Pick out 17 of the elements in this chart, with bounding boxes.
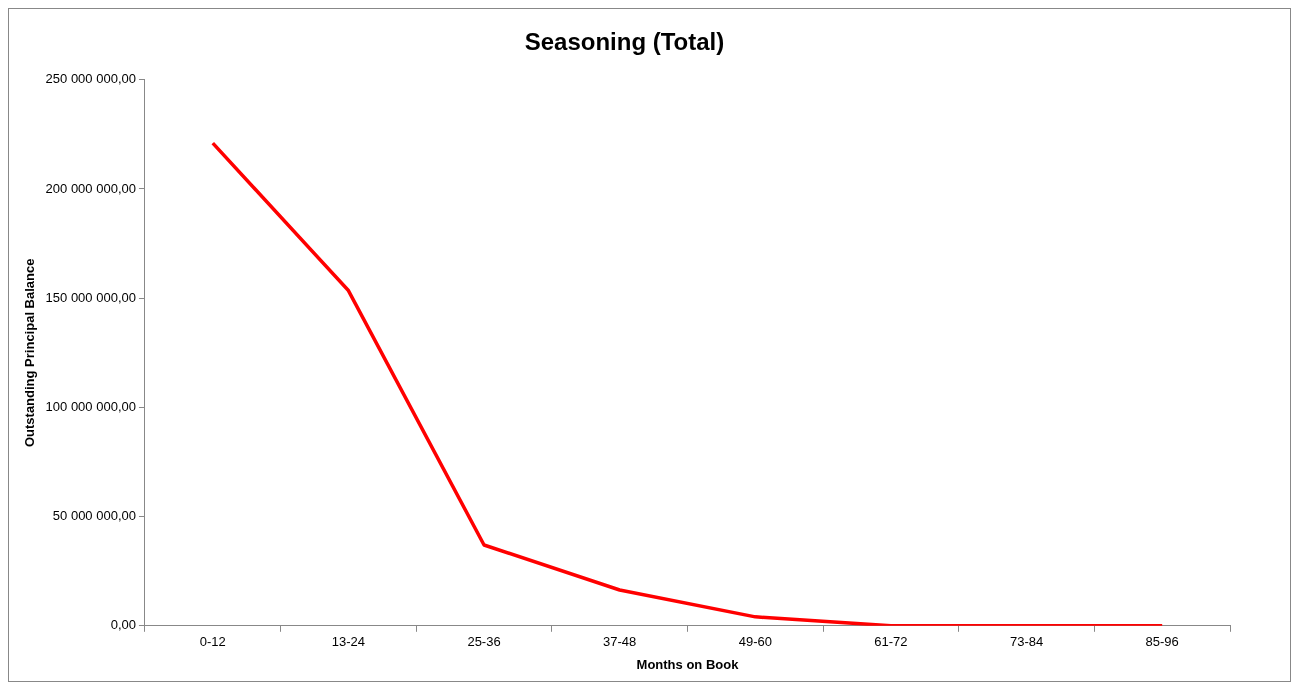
x-tick-label: 13-24 (331, 634, 366, 650)
y-tick-label: 150 000 000,00 (45, 289, 136, 305)
y-tick-label: 50 000 000,00 (52, 508, 136, 524)
chart-title: Seasoning (Total) (524, 28, 725, 56)
x-tick-label: 25-36 (467, 634, 501, 650)
y-tick-label: 200 000 000,00 (45, 180, 136, 196)
x-tick-label: 49-60 (738, 634, 772, 650)
x-tick-label: 73-84 (1009, 634, 1044, 650)
x-tick-label: 0-12 (199, 634, 226, 650)
x-tick-label: 85-96 (1145, 634, 1179, 650)
x-axis-title: Months on Book (636, 656, 740, 672)
x-tick-label: 61-72 (874, 634, 908, 650)
x-tick-label: 37-48 (603, 634, 637, 650)
y-tick-label: 0,00 (110, 617, 136, 633)
y-axis-title: Outstanding Principal Balance (22, 258, 38, 448)
y-tick-label: 250 000 000,00 (45, 71, 136, 87)
y-tick-label: 100 000 000,00 (45, 398, 136, 414)
